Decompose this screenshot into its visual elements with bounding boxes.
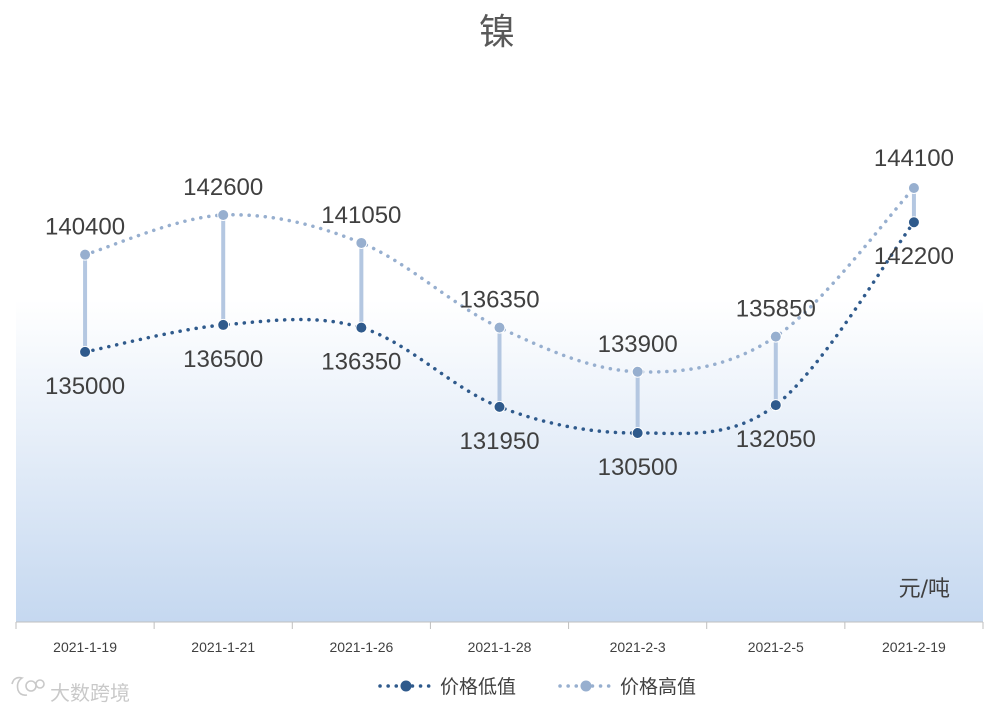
data-label-low: 136350 [321,349,401,376]
data-point-low [907,216,920,229]
legend-swatch-marker [580,680,592,692]
x-axis-label: 2021-1-26 [329,639,393,655]
data-point-high [769,330,782,343]
data-label-high: 141050 [321,202,401,229]
data-point-high [355,236,368,249]
markers [79,182,920,439]
data-point-high [493,321,506,334]
series-line-low [83,220,916,436]
watermark: 大数跨境 [11,676,130,705]
data-point-low [631,427,644,439]
x-axis-label: 2021-2-5 [748,639,804,655]
data-label-high: 136350 [459,287,539,314]
data-point-low [355,321,368,334]
x-axis-labels: 2021-1-19 2021-1-21 2021-1-26 2021-1-28 2021… [53,639,946,655]
data-point-high [79,248,92,261]
data-label-low: 131950 [459,428,539,455]
data-point-low [79,345,92,358]
data-point-high [631,365,644,378]
legend-label: 价格高值 [620,676,696,698]
chart-title: 镍 [479,12,515,53]
data-label-high: 144100 [874,145,954,172]
data-label-low: 135000 [45,373,125,400]
data-point-high [217,209,230,222]
legend-label: 价格低值 [440,676,516,698]
data-label-high: 135850 [736,296,816,323]
x-axis-ticks [15,622,984,629]
data-labels: 140400 135000 142600 136500 141050 136350 1363… [45,145,954,481]
data-label-low: 142200 [874,243,954,270]
legend-swatch-marker [400,680,412,692]
data-label-high: 142600 [183,174,263,201]
x-axis-label: 2021-1-19 [53,639,117,655]
legend-item-high: 价格高值 [558,676,696,698]
x-axis-label: 2021-2-3 [610,639,666,655]
data-point-low [217,318,230,331]
x-axis-label: 2021-1-21 [191,639,255,655]
x-axis-label: 2021-2-19 [882,639,946,655]
legend-item-low: 价格低值 [378,676,516,698]
data-label-low: 130500 [598,454,678,481]
unit-label: 元/吨 [899,577,950,602]
watermark-logo-icon [11,676,45,696]
legend: 价格低值 价格高值 [378,676,696,698]
x-axis-label: 2021-1-28 [468,639,532,655]
data-point-low [493,400,506,413]
data-point-low [769,399,782,412]
data-label-low: 136500 [183,346,263,373]
data-label-high: 140400 [45,214,125,241]
data-point-high [907,182,920,194]
data-label-high: 133900 [598,331,678,358]
watermark-text: 大数跨境 [50,681,130,705]
data-label-low: 132050 [736,426,816,453]
